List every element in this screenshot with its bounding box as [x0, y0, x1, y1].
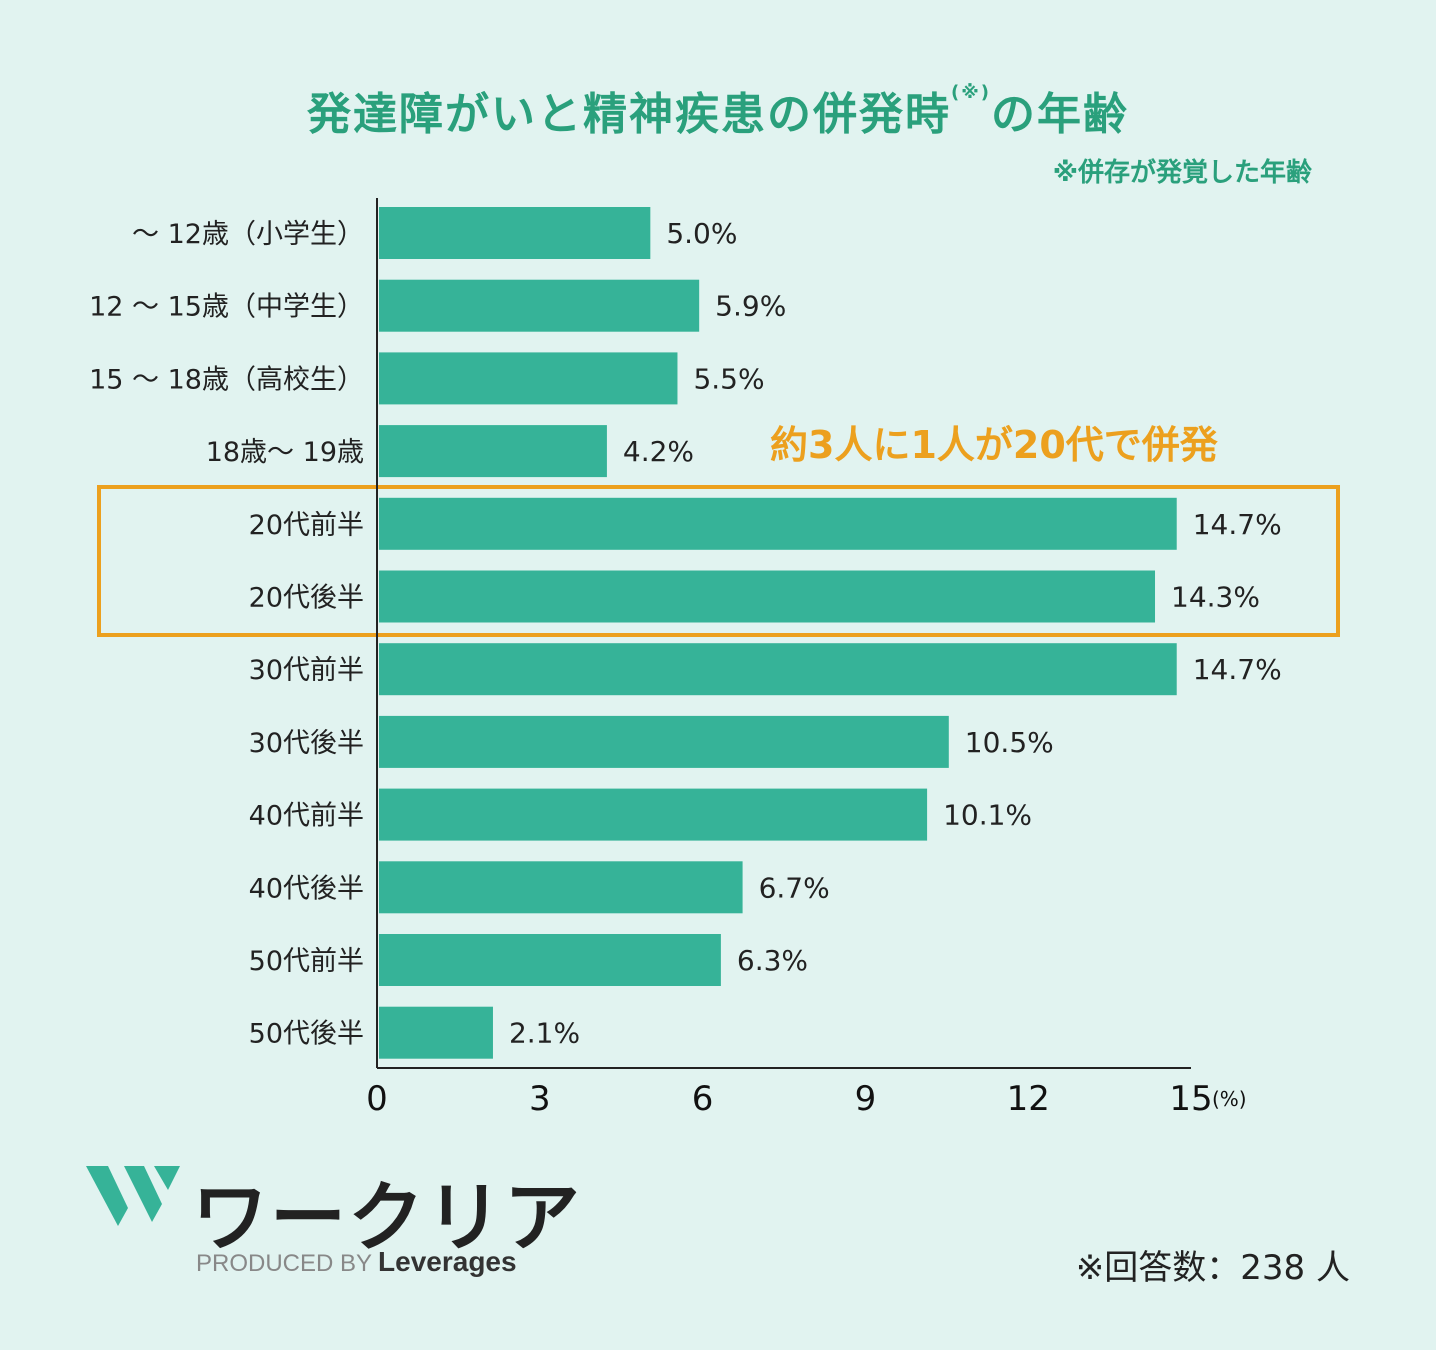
category-label: 30代後半 [249, 728, 364, 759]
category-label: 40代前半 [249, 801, 364, 832]
x-tick-label: 12 [1007, 1079, 1050, 1119]
x-tick-label: 6 [692, 1079, 714, 1119]
x-tick-label: 9 [855, 1079, 877, 1119]
bar-11 [379, 1006, 493, 1059]
value-label: 4.2% [623, 435, 694, 468]
value-label: 2.1% [509, 1017, 580, 1050]
category-label: 12 〜 15歳（中学生） [89, 292, 364, 323]
produced-by-text: PRODUCED BY [196, 1250, 373, 1277]
bar-1 [379, 279, 700, 332]
category-label: 〜 12歳（小学生） [132, 219, 364, 250]
value-label: 5.9% [715, 290, 786, 323]
title-note-mark: (※) [951, 82, 991, 103]
chart-title: 発達障がいと精神疾患の併発時(※)の年齢 [0, 78, 1436, 142]
value-label: 10.5% [965, 726, 1054, 759]
value-label: 10.1% [943, 799, 1032, 832]
title-suffix: の年齢 [990, 89, 1129, 140]
category-label: 30代前半 [249, 655, 364, 686]
value-label: 14.7% [1193, 508, 1282, 541]
bar-0 [379, 207, 651, 259]
value-label: 5.0% [666, 217, 737, 250]
category-label: 50代前半 [249, 946, 364, 977]
category-label: 18歳〜 19歳 [206, 437, 364, 468]
produced-by: PRODUCED BY Leverages [196, 1246, 517, 1278]
bar-10 [379, 934, 721, 986]
value-label: 6.7% [759, 871, 830, 904]
x-tick-label: 3 [529, 1079, 551, 1119]
value-label: 14.7% [1193, 653, 1282, 686]
title-footnote: ※併存が発覚した年齢 [1052, 158, 1312, 188]
bar-7 [379, 715, 949, 768]
title-text: 発達障がいと精神疾患の併発時 [307, 89, 952, 140]
value-label: 6.3% [737, 944, 808, 977]
category-label: 50代後半 [249, 1019, 364, 1050]
category-label: 40代後半 [249, 873, 364, 904]
bar-4 [379, 497, 1177, 550]
bar-9 [379, 861, 743, 914]
category-label: 20代後半 [249, 583, 364, 614]
bar-6 [379, 643, 1177, 696]
bar-5 [379, 570, 1156, 623]
x-tick-label: 0 [366, 1079, 388, 1119]
bar-3 [379, 425, 607, 478]
workclear-logo-icon [86, 1166, 180, 1226]
bar-2 [379, 352, 678, 405]
logo-wordmark: ワークリア [192, 1173, 582, 1262]
x-tick-label: 15 [1169, 1079, 1212, 1119]
value-label: 5.5% [693, 362, 764, 395]
highlight-box [97, 485, 1340, 637]
x-unit-label: (%) [1212, 1087, 1247, 1111]
highlight-label: 約3人に1人が20代で併発 [770, 423, 1219, 467]
category-label: 15 〜 18歳（高校生） [89, 364, 364, 395]
bar-8 [379, 788, 928, 841]
category-label: 20代前半 [249, 510, 364, 541]
company-name: Leverages [378, 1246, 517, 1277]
sample-note: ※回答数：238 人 [1075, 1248, 1350, 1288]
value-label: 14.3% [1171, 581, 1260, 614]
